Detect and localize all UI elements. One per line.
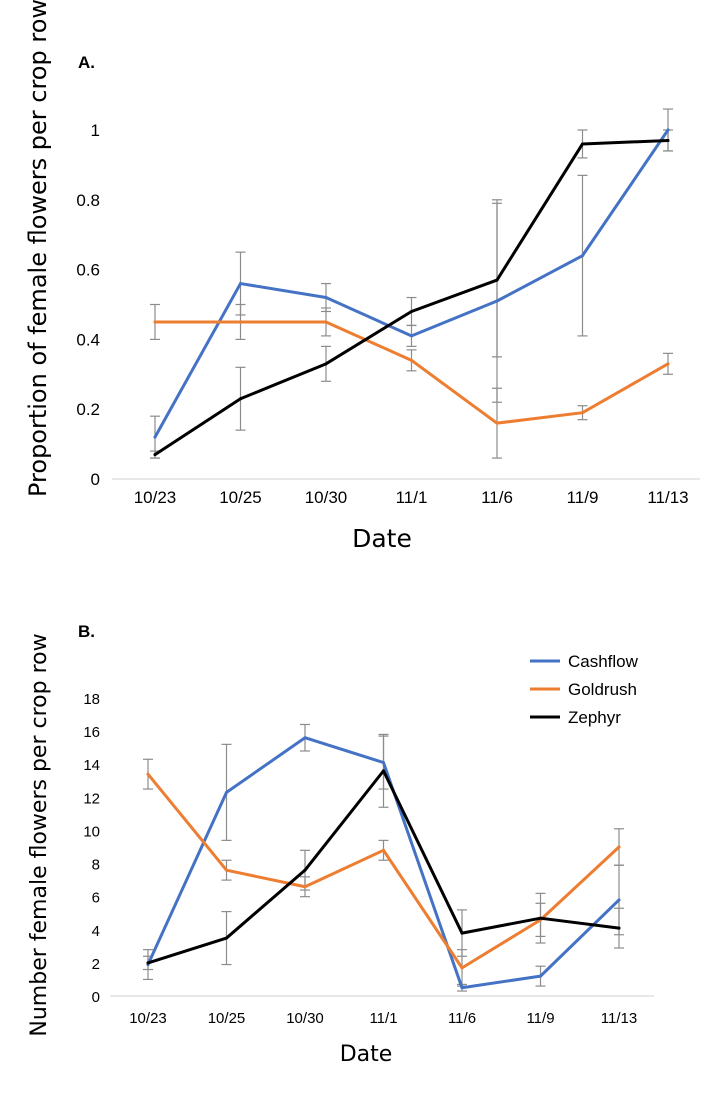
- data-point-goldrush: [382, 848, 385, 852]
- x-tick-label: 11/6: [481, 488, 513, 507]
- data-point-goldrush: [410, 358, 413, 362]
- data-point-cashflow: [617, 898, 621, 902]
- legend-item-cashflow: Cashflow: [530, 652, 639, 671]
- x-tick-label: 10/25: [219, 488, 262, 507]
- data-point-cashflow: [539, 974, 542, 978]
- data-point-goldrush: [303, 885, 307, 889]
- data-point-zephyr: [324, 362, 328, 366]
- y-tick-label: 0.4: [76, 330, 100, 349]
- data-point-goldrush: [495, 421, 499, 425]
- x-axis-title-b: Date: [340, 1042, 393, 1067]
- y-tick-label: 0.8: [76, 191, 100, 210]
- x-tick-label: 10/25: [208, 1010, 246, 1027]
- data-point-cashflow: [324, 296, 328, 300]
- legend-label: Cashflow: [568, 652, 639, 671]
- panel-label-a: A.: [78, 53, 95, 72]
- data-point-goldrush: [581, 411, 584, 415]
- data-point-zephyr: [617, 926, 621, 930]
- y-tick-label: 16: [83, 724, 100, 741]
- x-tick-label: 10/30: [286, 1010, 324, 1027]
- legend: Cashflow Goldrush Zephyr: [530, 652, 639, 727]
- data-point-goldrush: [617, 845, 621, 849]
- x-tick-label: 11/9: [567, 488, 599, 507]
- data-point-zephyr: [146, 961, 150, 965]
- y-tick-labels-a: 0 0.2 0.4 0.6 0.8 1: [76, 121, 100, 489]
- x-tick-label: 10/30: [305, 488, 348, 507]
- x-tick-label: 11/1: [369, 1010, 397, 1027]
- legend-item-goldrush: Goldrush: [530, 680, 637, 699]
- y-tick-label: 18: [83, 691, 100, 708]
- y-tick-label: 0: [92, 989, 100, 1006]
- x-tick-label: 11/13: [647, 488, 688, 507]
- data-point-cashflow: [225, 790, 228, 794]
- legend-label: Goldrush: [568, 680, 637, 699]
- data-point-zephyr: [225, 936, 228, 940]
- y-tick-labels-b: 0 2 4 6 8 10 12 14 16 18: [83, 691, 100, 1006]
- x-tick-label: 11/1: [396, 488, 428, 507]
- data-point-zephyr: [382, 769, 385, 773]
- x-tick-label: 11/9: [526, 1010, 554, 1027]
- y-tick-label: 2: [92, 956, 100, 973]
- data-point-goldrush: [146, 772, 150, 776]
- x-tick-label: 11/6: [448, 1010, 476, 1027]
- data-point-zephyr: [410, 309, 413, 313]
- y-tick-label: 0.2: [76, 400, 100, 419]
- x-tick-label: 10/23: [134, 488, 177, 507]
- series-line-cashflow: [153, 128, 670, 439]
- y-axis-title-b: Number female flowers per crop row: [27, 633, 52, 1036]
- data-point-cashflow: [666, 128, 670, 132]
- legend-item-zephyr: Zephyr: [530, 708, 621, 727]
- data-point-goldrush: [666, 362, 670, 366]
- y-tick-label: 0: [91, 470, 100, 489]
- data-point-zephyr: [239, 397, 242, 401]
- x-tick-labels-b: 10/23 10/25 10/30 11/1 11/6 11/9 11/13: [129, 1010, 637, 1027]
- data-point-zephyr: [303, 868, 307, 872]
- x-tick-label: 11/13: [601, 1010, 637, 1027]
- data-point-cashflow: [495, 299, 499, 303]
- data-point-cashflow: [382, 761, 385, 765]
- y-tick-label: 8: [92, 857, 100, 874]
- data-point-goldrush: [239, 320, 242, 324]
- x-tick-label: 10/23: [129, 1010, 167, 1027]
- x-axis-title-a: Date: [352, 524, 412, 553]
- data-point-cashflow: [581, 254, 584, 258]
- data-point-cashflow: [303, 736, 307, 740]
- data-point-zephyr: [539, 916, 542, 920]
- data-point-cashflow: [410, 334, 413, 338]
- x-tick-labels-a: 10/23 10/25 10/30 11/1 11/6 11/9 11/13: [134, 488, 689, 507]
- data-point-goldrush: [153, 320, 157, 324]
- data-point-zephyr: [460, 931, 464, 935]
- y-tick-label: 1: [91, 121, 100, 140]
- y-tick-label: 4: [92, 923, 100, 940]
- legend-label: Zephyr: [568, 708, 621, 727]
- data-point-zephyr: [153, 453, 157, 457]
- data-point-zephyr: [581, 142, 584, 146]
- y-tick-label: 10: [83, 823, 100, 840]
- y-tick-label: 0.6: [76, 261, 100, 280]
- data-point-cashflow: [460, 986, 464, 990]
- data-point-cashflow: [239, 282, 242, 286]
- data-point-goldrush: [225, 868, 228, 872]
- error-bars-b: [143, 723, 624, 992]
- y-tick-label: 6: [92, 890, 100, 907]
- chart-panel-a: A. Proportion of female flowers per crop…: [24, 0, 700, 553]
- y-tick-label: 14: [83, 757, 100, 774]
- data-point-goldrush: [460, 966, 464, 970]
- y-tick-label: 12: [83, 790, 100, 807]
- data-point-zephyr: [666, 138, 670, 142]
- series-lines-a: [153, 128, 670, 457]
- data-point-goldrush: [324, 320, 328, 324]
- series-lines-b: [146, 736, 621, 990]
- data-point-zephyr: [495, 278, 499, 282]
- panel-label-b: B.: [78, 622, 95, 641]
- data-point-cashflow: [153, 435, 157, 439]
- y-axis-title-a: Proportion of female flowers per crop ro…: [24, 0, 52, 497]
- chart-panel-b: B. Number female flowers per crop row 0 2…: [27, 622, 654, 1067]
